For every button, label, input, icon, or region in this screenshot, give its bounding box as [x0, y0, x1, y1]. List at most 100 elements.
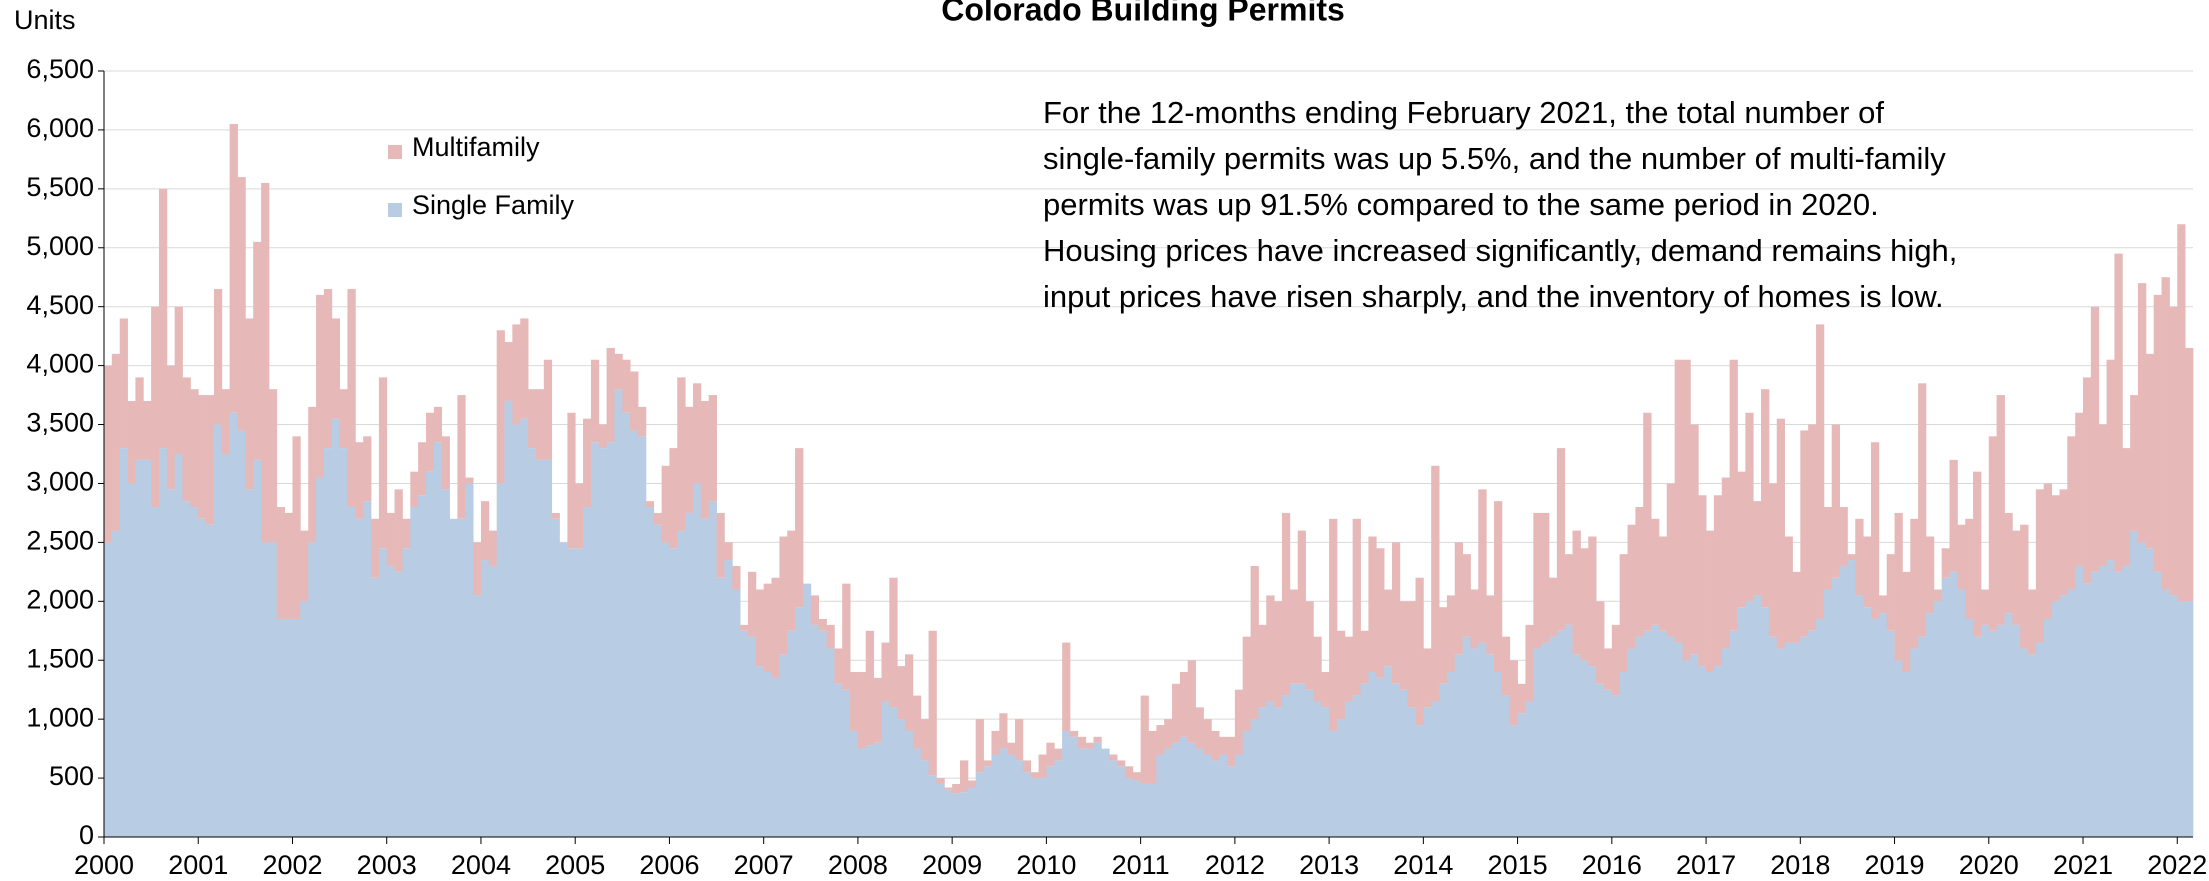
- bar-segment: [975, 719, 984, 773]
- bar-segment: [1674, 359, 1683, 643]
- bar-segment: [1140, 695, 1149, 784]
- bar-segment: [1313, 701, 1322, 837]
- bar-segment: [2051, 601, 2060, 837]
- bar-segment: [261, 182, 270, 543]
- bar-segment: [716, 512, 725, 578]
- bar-segment: [967, 787, 977, 837]
- bar-segment: [1446, 595, 1456, 673]
- bar-segment: [645, 501, 655, 508]
- bar-segment: [1117, 766, 1126, 837]
- bar-segment: [1847, 554, 1856, 561]
- bar-segment: [1847, 560, 1856, 837]
- bar-segment: [2185, 347, 2194, 602]
- bar-segment: [520, 418, 529, 837]
- bar-segment: [1242, 636, 1252, 731]
- bar-segment: [1321, 707, 1330, 837]
- bar-segment: [575, 483, 584, 549]
- bar-segment: [504, 400, 513, 837]
- bar-segment: [1007, 754, 1016, 837]
- x-tick-label: 2014: [1393, 850, 1453, 880]
- bar-segment: [418, 442, 427, 496]
- bar-segment: [638, 436, 647, 837]
- bar-segment: [323, 289, 333, 449]
- bar-segment: [2098, 424, 2107, 566]
- bar-segment: [143, 459, 152, 837]
- bar-segment: [1195, 748, 1204, 837]
- bar-segment: [1462, 554, 1471, 637]
- bar-segment: [1124, 778, 1134, 837]
- bar-segment: [2028, 654, 2037, 837]
- bar-segment: [842, 689, 851, 837]
- bar-segment: [465, 483, 474, 837]
- bar-segment: [1816, 618, 1825, 837]
- x-tick-label: 2022: [2147, 850, 2207, 880]
- x-tick-label: 2005: [545, 850, 605, 880]
- bar-segment: [496, 330, 505, 484]
- bar-segment: [1203, 754, 1212, 837]
- bar-segment: [386, 512, 395, 566]
- bar-segment: [1486, 595, 1495, 655]
- legend-label: Single Family: [412, 190, 575, 220]
- bar-segment: [2020, 524, 2029, 649]
- bar-segment: [206, 524, 215, 837]
- bar-segment: [747, 571, 757, 637]
- bar-segment: [590, 359, 600, 443]
- y-tick-label: 2,500: [26, 526, 94, 556]
- bar-segment: [700, 400, 710, 519]
- bar-segment: [1792, 571, 1801, 643]
- x-tick-label: 2009: [922, 850, 982, 880]
- bar-segment: [1046, 742, 1055, 767]
- bar-segment: [1902, 571, 1911, 673]
- bar-segment: [261, 542, 270, 837]
- bar-segment: [1855, 595, 1864, 837]
- bar-segment: [905, 730, 914, 837]
- bar-segment: [402, 548, 411, 837]
- bar-segment: [1148, 730, 1157, 784]
- bar-segment: [206, 395, 215, 525]
- bar-segment: [158, 188, 168, 449]
- bar-segment: [386, 565, 395, 837]
- bar-segment: [1918, 636, 1927, 837]
- bar-segment: [1627, 524, 1636, 649]
- bar-segment: [551, 512, 560, 519]
- bar-segment: [1015, 719, 1024, 761]
- bar-segment: [826, 624, 835, 649]
- bar-segment: [1305, 689, 1314, 837]
- bar-segment: [1910, 648, 1919, 837]
- bar-segment: [818, 618, 827, 631]
- bar-segment: [920, 719, 929, 761]
- bar-segment: [1085, 748, 1094, 837]
- bar-segment: [1941, 548, 1950, 578]
- bar-segment: [331, 418, 340, 837]
- x-tick-label: 2000: [74, 850, 134, 880]
- bar-segment: [355, 442, 364, 519]
- y-tick-label: 4,500: [26, 290, 94, 320]
- bar-segment: [1172, 683, 1181, 743]
- bar-segment: [253, 459, 262, 837]
- bar-segment: [1894, 660, 1903, 837]
- bar-segment: [496, 483, 505, 837]
- bar-segment: [959, 792, 969, 837]
- bar-segment: [1156, 754, 1165, 837]
- bar-segment: [1321, 672, 1330, 708]
- bar-segment: [1548, 577, 1558, 637]
- bar-segment: [1305, 601, 1314, 690]
- bar-segment: [818, 630, 827, 837]
- bar-segment: [1761, 389, 1770, 608]
- bar-segment: [1925, 613, 1935, 837]
- x-tick-label: 2002: [262, 850, 322, 880]
- bar-segment: [1737, 607, 1746, 837]
- bar-segment: [1093, 742, 1102, 837]
- bar-segment: [2153, 571, 2162, 837]
- bar-segment: [1439, 683, 1448, 837]
- bar-segment: [1533, 648, 1542, 837]
- bar-segment: [2075, 412, 2084, 566]
- bar-segment: [1494, 501, 1503, 673]
- bar-segment: [999, 713, 1008, 749]
- bar-segment: [512, 424, 521, 837]
- bar-segment: [1132, 772, 1142, 781]
- bar-segment: [1101, 748, 1110, 837]
- bar-segment: [787, 630, 796, 837]
- bar-segment: [1242, 730, 1252, 837]
